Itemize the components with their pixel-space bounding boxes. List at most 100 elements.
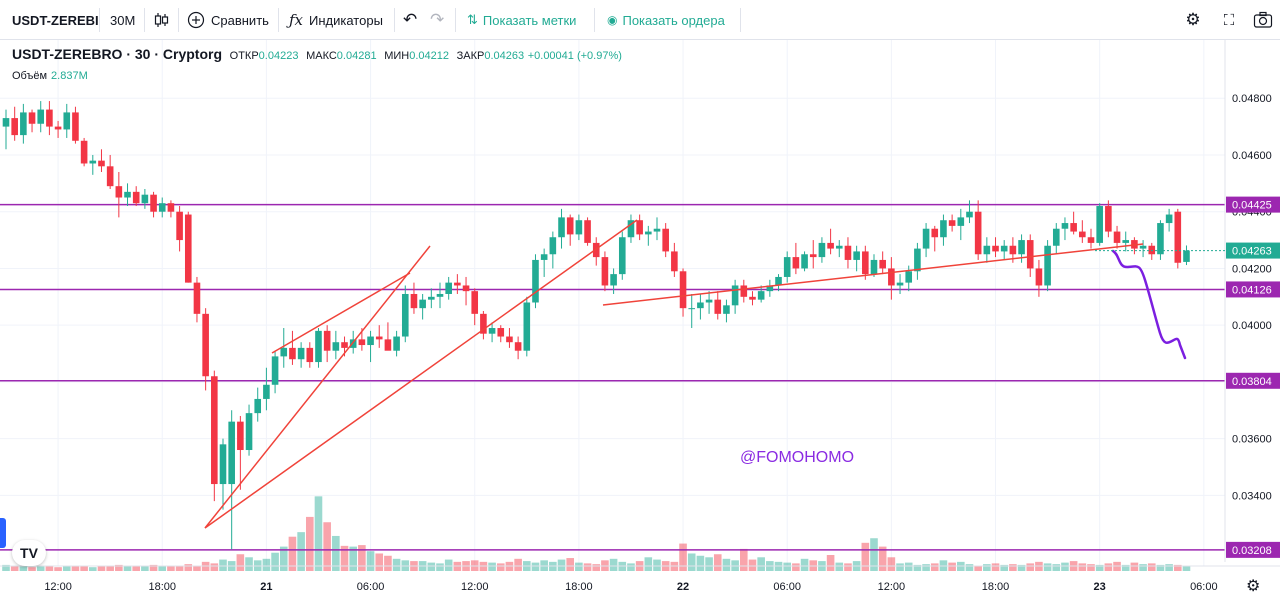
show-marks-label: Показать метки xyxy=(482,12,577,28)
volume-bar xyxy=(314,496,323,571)
fullscreen-button[interactable]: ⛶ xyxy=(1217,8,1241,32)
time-tick-label: 06:00 xyxy=(1190,581,1218,593)
trend-lines[interactable] xyxy=(204,219,1144,529)
compare-button[interactable]: Сравнить xyxy=(187,0,269,40)
volume-bar xyxy=(1078,563,1087,571)
trend-line[interactable] xyxy=(204,219,638,529)
projection-path[interactable] xyxy=(1111,249,1187,360)
candle xyxy=(132,186,140,207)
candle-body xyxy=(28,112,36,124)
open-value: 0.04223 xyxy=(258,50,299,62)
candle xyxy=(749,291,756,306)
horizontal-levels[interactable] xyxy=(0,203,1225,551)
time-axis[interactable]: 12:00 18:00 21 06:00 12:00 18:00 22 06:00 12:00 1… xyxy=(44,581,1217,593)
indicators-button[interactable]: ƒx Индикаторы xyxy=(289,0,383,40)
chart-legend: USDT-ZEREBRO · 30 · Cryptorg ОТКР0.04223… xyxy=(12,46,622,62)
candle xyxy=(1044,240,1051,292)
candle-body xyxy=(618,237,626,275)
price-chart[interactable]: @FOMOHOMO 0.048000.046000.044000.042000.… xyxy=(0,40,1280,602)
candle xyxy=(1113,225,1121,249)
symbol-search-button[interactable]: USDT-ZEREBI xyxy=(12,0,99,40)
volume-bar xyxy=(262,558,271,571)
toolbar-separator xyxy=(594,8,595,32)
candle xyxy=(558,208,565,249)
candle-body xyxy=(974,211,982,255)
candle xyxy=(540,248,548,277)
candle-body xyxy=(445,282,452,294)
candle xyxy=(63,103,71,138)
open-label: ОТКР xyxy=(229,50,259,62)
screenshot-button[interactable] xyxy=(1251,8,1275,32)
volume-value: 2.837M xyxy=(51,70,88,82)
price-axis[interactable]: 0.048000.046000.044000.042000.040000.038… xyxy=(1232,93,1272,502)
candle-body xyxy=(549,237,557,255)
level-price-text: 0.03804 xyxy=(1232,376,1272,388)
volume-bar xyxy=(45,565,54,571)
candle xyxy=(1105,200,1112,238)
candle xyxy=(801,251,808,272)
candle-body xyxy=(480,313,487,334)
show-marks-button[interactable]: ⇅ Показать метки xyxy=(467,0,576,40)
trend-line[interactable] xyxy=(602,243,1144,306)
candle-body xyxy=(801,254,808,269)
candle-body xyxy=(1113,231,1121,243)
candle xyxy=(1061,217,1069,241)
candle-body xyxy=(1096,206,1103,243)
fullscreen-icon: ⛶ xyxy=(1223,11,1235,29)
show-orders-button[interactable]: ◉ Показать ордера xyxy=(607,0,725,40)
price-tick-label: 0.04800 xyxy=(1232,93,1272,105)
candle-body xyxy=(1009,245,1017,255)
candle xyxy=(367,330,374,363)
candle xyxy=(20,103,27,144)
chart-type-button[interactable] xyxy=(152,0,170,40)
candle xyxy=(549,231,557,269)
low-label: МИН xyxy=(384,50,410,62)
volume-bar xyxy=(1087,564,1095,571)
settings-button[interactable]: ⚙ xyxy=(1181,8,1205,32)
candle-body xyxy=(1122,240,1130,243)
candle xyxy=(905,265,913,292)
candle xyxy=(1000,240,1008,260)
candle-body xyxy=(514,342,522,351)
interval-button[interactable]: 30M xyxy=(110,0,135,40)
candle-body xyxy=(401,293,409,337)
redo-button[interactable]: ↷ xyxy=(430,0,444,40)
candle xyxy=(575,214,583,241)
volume-bar xyxy=(748,559,757,571)
volume-bar xyxy=(609,558,618,571)
plus-circle-icon xyxy=(187,11,205,29)
candle-body xyxy=(106,166,114,187)
candle xyxy=(896,274,904,294)
candle xyxy=(601,251,609,292)
candle-body xyxy=(922,228,930,249)
candle xyxy=(124,183,131,207)
volume-bar xyxy=(358,545,366,571)
candle xyxy=(436,282,444,309)
high-label: МАКС xyxy=(306,50,337,62)
gear-icon[interactable]: ⚙ xyxy=(1246,578,1261,595)
candle xyxy=(835,240,843,258)
candle-body xyxy=(132,191,140,204)
trend-line[interactable] xyxy=(204,245,431,529)
candle-body xyxy=(809,254,817,258)
candle-body xyxy=(1000,245,1008,252)
settings-icon: ⚙ xyxy=(1185,10,1201,29)
candle-body xyxy=(540,254,548,260)
trend-line[interactable] xyxy=(271,272,411,354)
candle-body xyxy=(896,282,904,286)
close-label: ЗАКР xyxy=(456,50,485,62)
volume-bar xyxy=(496,563,505,571)
candlesticks xyxy=(2,101,1190,550)
candle-body xyxy=(20,112,27,136)
volume-bar xyxy=(132,566,140,571)
candle xyxy=(740,279,748,303)
candle-body xyxy=(323,330,331,351)
fx-icon: ƒx xyxy=(289,11,304,29)
volume-bar xyxy=(288,536,297,571)
tradingview-logo-icon[interactable]: TV xyxy=(12,540,46,566)
candle xyxy=(1165,208,1173,232)
volume-bar xyxy=(514,558,522,571)
candle xyxy=(80,137,88,167)
undo-button[interactable]: ↶ xyxy=(403,0,417,40)
volume-bar xyxy=(566,558,574,571)
